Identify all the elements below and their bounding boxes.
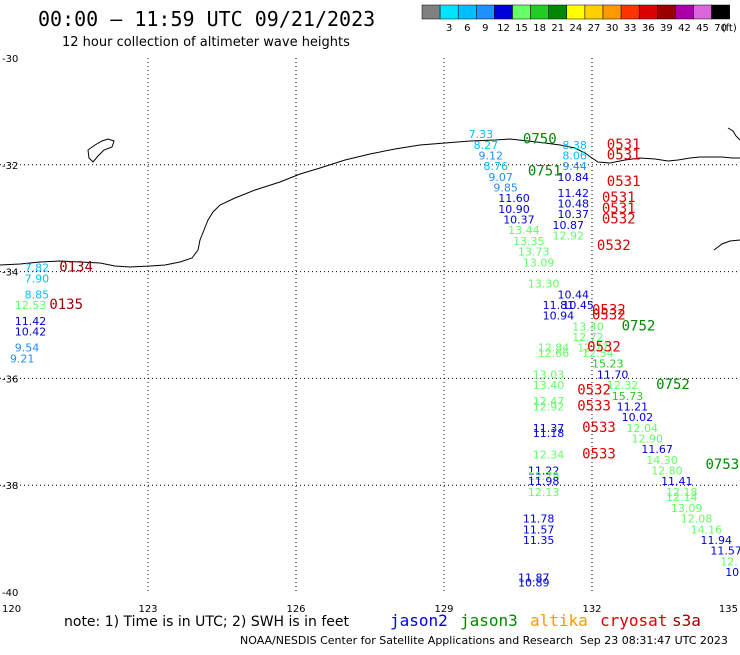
colorbar-label: 30 (606, 23, 619, 34)
latitude-label: -30 (2, 54, 18, 65)
colorbar-label: 3 (446, 23, 452, 34)
satellite-name: cryosat (600, 611, 667, 630)
kangaroo-island-outline (88, 139, 114, 162)
colorbar-swatch (694, 5, 712, 19)
colorbar-label: 39 (660, 23, 673, 34)
colorbar-swatch (639, 5, 657, 19)
pass-time: 0135 (49, 297, 83, 313)
swh-value: 12.66 (538, 347, 570, 360)
satellite-name: altika (530, 611, 588, 630)
colorbar-swatch (458, 5, 476, 19)
colorbar-swatch (585, 5, 603, 19)
east-coastline-fragment (728, 128, 740, 140)
colorbar-swatch (621, 5, 639, 19)
colorbar-label: 12 (497, 23, 510, 34)
swh-value: 13.09 (523, 256, 555, 269)
swh-value: 10.84 (557, 171, 589, 184)
swh-value: 9.21 (10, 352, 35, 365)
colorbar-swatch (440, 5, 458, 19)
pass-time: 0533 (582, 420, 616, 436)
swh-value: 11.35 (523, 534, 555, 547)
colorbar-swatch (549, 5, 567, 19)
colorbar-swatch (513, 5, 531, 19)
swh-value: 13.40 (533, 379, 565, 392)
colorbar-swatch (422, 5, 440, 19)
pass-time: 0532 (587, 340, 621, 356)
colorbar-swatch (494, 5, 512, 19)
colorbar-label: 27 (588, 23, 601, 34)
satellite-name: s3a (672, 611, 701, 630)
colorbar-label: 45 (696, 23, 709, 34)
pass-time: 0752 (622, 318, 656, 334)
pass-time: 0531 (607, 174, 641, 190)
satellite-legend: jason2 jason3 altika cryosat s3a (390, 611, 701, 630)
colorbar-label: 21 (551, 23, 564, 34)
swh-value: 12.13 (528, 486, 560, 499)
pass-time: 0533 (582, 447, 616, 463)
generation-timestamp: Sep 23 08:31:47 UTC 2023 (580, 634, 728, 647)
colorbar-swatch (603, 5, 621, 19)
pass-time: 0531 (607, 147, 641, 163)
swh-value: 12.92 (533, 400, 565, 413)
map-title: 00:00 — 11:59 UTC 09/21/2023 (38, 7, 375, 31)
colorbar-label: 33 (624, 23, 637, 34)
colorbar-label: 42 (678, 23, 691, 34)
longitude-label: 120 (2, 604, 21, 615)
swh-value: 10. (725, 566, 740, 579)
longitude-label: 135 (719, 604, 738, 615)
colorbar-unit: (ft) (722, 23, 737, 34)
colorbar-swatch (675, 5, 693, 19)
colorbar-swatch (567, 5, 585, 19)
colorbar-swatch (531, 5, 549, 19)
pass-time: 0753 (705, 457, 739, 473)
altimeter-wave-map: 00:00 — 11:59 UTC 09/21/2023 12 hour col… (0, 0, 740, 650)
swh-value: 10.42 (15, 326, 47, 339)
pass-time: 0532 (597, 238, 631, 254)
latitude-label: -34 (2, 268, 18, 279)
pass-time: 0750 (523, 131, 557, 147)
colorbar-swatch (712, 5, 730, 19)
colorbar-label: 36 (642, 23, 655, 34)
pass-time: 0532 (577, 382, 611, 398)
satellite-name: jason2 (390, 611, 448, 630)
swh-value: 12.92 (553, 230, 585, 243)
credit-line: NOAA/NESDIS Center for Satellite Applica… (240, 634, 573, 647)
latitude-label: -38 (2, 481, 18, 492)
colorbar-swatch (657, 5, 675, 19)
map-subtitle: 12 hour collection of altimeter wave hei… (62, 35, 350, 50)
swh-value: 12.34 (533, 449, 565, 462)
pass-time: 0134 (59, 260, 93, 276)
satellite-name: jason3 (460, 611, 518, 630)
swh-value: 10.89 (518, 577, 550, 590)
pass-time: 0751 (528, 163, 562, 179)
swh-value: 12.53 (15, 299, 47, 312)
swh-value: 7.90 (25, 272, 49, 285)
footnote: note: 1) Time is in UTC; 2) SWH is in fe… (64, 614, 350, 630)
color-scale-legend: 3 6 9 12 15 18 21 24 27 30 33 36 39 42 45 70(ft) (422, 5, 737, 34)
colorbar-label: 9 (482, 23, 488, 34)
pass-time: 0533 (577, 398, 611, 414)
swh-value: 11.18 (533, 427, 565, 440)
colorbar-swatch (476, 5, 494, 19)
swh-value: 10.94 (543, 310, 575, 323)
colorbar-label: 15 (515, 23, 528, 34)
southern-landmass-fragment (714, 240, 740, 250)
latitude-label: -40 (2, 588, 18, 599)
colorbar-label: 6 (464, 23, 470, 34)
colorbar-label: 18 (533, 23, 546, 34)
latitude-label: -36 (2, 374, 18, 385)
swh-value: 13.30 (528, 278, 560, 291)
pass-time: 0532 (602, 212, 636, 228)
pass-time: 0752 (656, 377, 690, 393)
colorbar-label: 24 (569, 23, 582, 34)
latitude-label: -32 (2, 161, 18, 172)
